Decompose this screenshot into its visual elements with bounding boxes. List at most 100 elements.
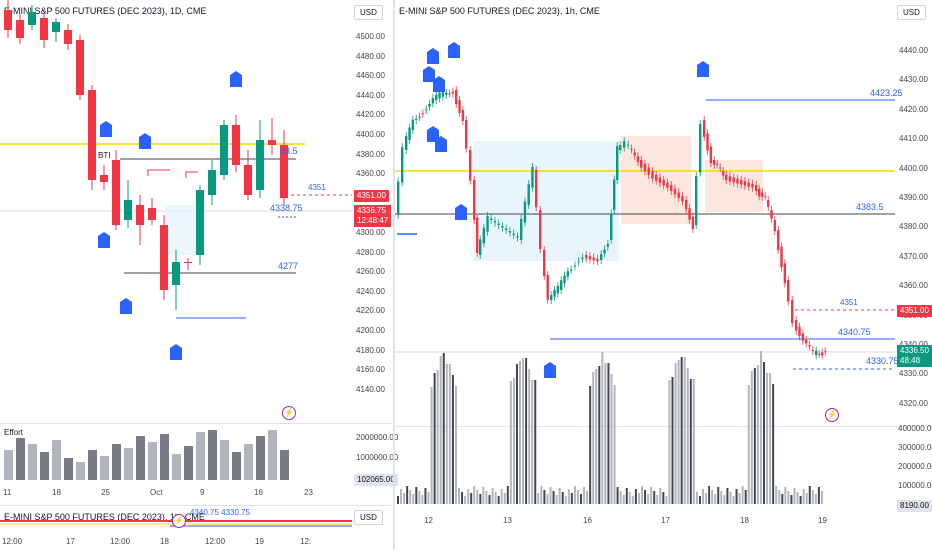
left-last-price-tag: 4336.75 12:48:47 (354, 205, 392, 227)
candle-body (76, 40, 84, 95)
candle-body (770, 210, 773, 219)
right-countdown: 48:48 (900, 356, 921, 365)
left-currency-button[interactable]: USD (354, 5, 383, 20)
candle-body (688, 208, 691, 220)
volume-bar (570, 493, 573, 504)
left-volume-chart[interactable] (0, 423, 352, 483)
candle-body (596, 258, 599, 262)
candle-body (415, 118, 418, 120)
left-price-axis-tick: 4360.00 (356, 169, 385, 179)
candle-body (531, 166, 534, 188)
right-price-axis-tick: 4430.00 (899, 75, 928, 85)
bottom-chart-pane[interactable]: E-MINI S&P 500 FUTURES (DEC 2023), 1h, C… (0, 505, 392, 551)
candle-body (577, 261, 580, 263)
right-date-axis[interactable]: 12 13 16 17 18 19 (395, 516, 895, 530)
volume-bar (580, 494, 582, 504)
candle-body (767, 200, 770, 207)
left-price-axis-tick: 4480.00 (356, 51, 385, 61)
label-4330: 4330.75 (866, 356, 899, 366)
volume-bar (558, 488, 561, 504)
volume-bar (576, 490, 579, 504)
candle-body (600, 254, 603, 260)
right-date-axis-tick: 13 (503, 516, 512, 525)
left-date-axis[interactable]: 11 18 25 Oct 9 16 23 (0, 488, 352, 502)
vertical-pane-divider[interactable] (393, 0, 395, 550)
volume-bar (735, 489, 738, 504)
volume-bar (650, 487, 653, 504)
bottom-time-axis[interactable]: 12:00 17 12:00 18 12:00 19 12: (0, 537, 352, 549)
right-price-axis-tick: 4390.00 (899, 193, 928, 202)
volume-bar (634, 489, 637, 504)
label-4351: 4351 (840, 298, 858, 307)
right-volume-axis-3: 200000.00 (898, 462, 932, 471)
volume-bar (656, 495, 659, 504)
right-price-chart[interactable] (395, 0, 895, 425)
candle-body (581, 257, 584, 259)
signal-marker-icon (427, 48, 439, 64)
candle-body (469, 150, 472, 181)
volume-bar (698, 496, 701, 504)
volume-bar (88, 450, 97, 480)
candle-body (716, 163, 719, 165)
volume-bar (488, 495, 491, 504)
volume-bar (470, 493, 473, 504)
volume-bar (702, 489, 704, 504)
left-price-axis-tick: 4240.00 (356, 286, 385, 296)
volume-bar (464, 496, 467, 504)
volume-bar (790, 495, 793, 504)
candle-body (232, 125, 240, 165)
volume-bar (750, 371, 753, 504)
candle-body (401, 147, 404, 183)
left-countdown: 12:48:47 (357, 216, 389, 225)
candle-body (801, 333, 805, 341)
candle-body (673, 188, 677, 195)
volume-bar (772, 384, 775, 504)
candle-body (777, 230, 780, 250)
candle-body (570, 269, 573, 271)
volume-bar (415, 487, 418, 504)
volume-bar (604, 363, 607, 504)
left-price-axis-tick: 4420.00 (356, 110, 385, 120)
candle-body (566, 271, 570, 277)
bottom-time-axis-tick: 17 (66, 537, 75, 546)
bottom-currency-button[interactable]: USD (354, 510, 383, 525)
volume-bar (692, 379, 695, 504)
volume-bar (546, 494, 549, 504)
signal-marker-icon (230, 71, 242, 87)
left-chart-pane[interactable]: E-MINI S&P 500 FUTURES (DEC 2023), 1D, C… (0, 0, 398, 505)
candle-body (573, 265, 577, 267)
right-lightning-icon[interactable]: ⚡ (825, 408, 839, 422)
candle-body (486, 216, 489, 232)
volume-bar (598, 366, 601, 504)
candle-body (428, 103, 431, 107)
candle-body (482, 227, 486, 244)
candle-body (520, 218, 523, 240)
right-last-price-tag: 4336.50 48:48 (897, 345, 932, 367)
right-currency-button[interactable]: USD (897, 5, 926, 20)
left-price-chart[interactable] (0, 0, 392, 420)
volume-bar (555, 495, 558, 504)
left-lightning-icon[interactable]: ⚡ (282, 406, 296, 420)
candle-body (124, 200, 132, 220)
bottom-lightning-icon[interactable]: ⚡ (172, 514, 186, 528)
volume-bar (613, 385, 616, 504)
signal-marker-icon (455, 204, 467, 220)
volume-bar (589, 386, 592, 504)
candle-body (268, 140, 276, 145)
candle-body (516, 236, 519, 238)
volume-bar (519, 361, 521, 504)
candle-body (722, 171, 725, 176)
candle-body (527, 184, 530, 205)
volume-bar (659, 488, 662, 504)
right-price-axis-tick: 4400.00 (899, 163, 928, 173)
volume-bar (738, 493, 741, 504)
right-volume-chart[interactable] (395, 351, 895, 506)
candle-body (418, 116, 421, 118)
right-volume-axis-2: 300000.00 (898, 443, 932, 452)
candle-body (709, 146, 713, 164)
volume-bar (647, 494, 650, 504)
candle-body (610, 213, 613, 240)
candle-body (512, 233, 515, 235)
right-chart-pane[interactable]: E-MINI S&P 500 FUTURES (DEC 2023), 1h, C… (395, 0, 932, 530)
volume-bar (494, 492, 497, 504)
